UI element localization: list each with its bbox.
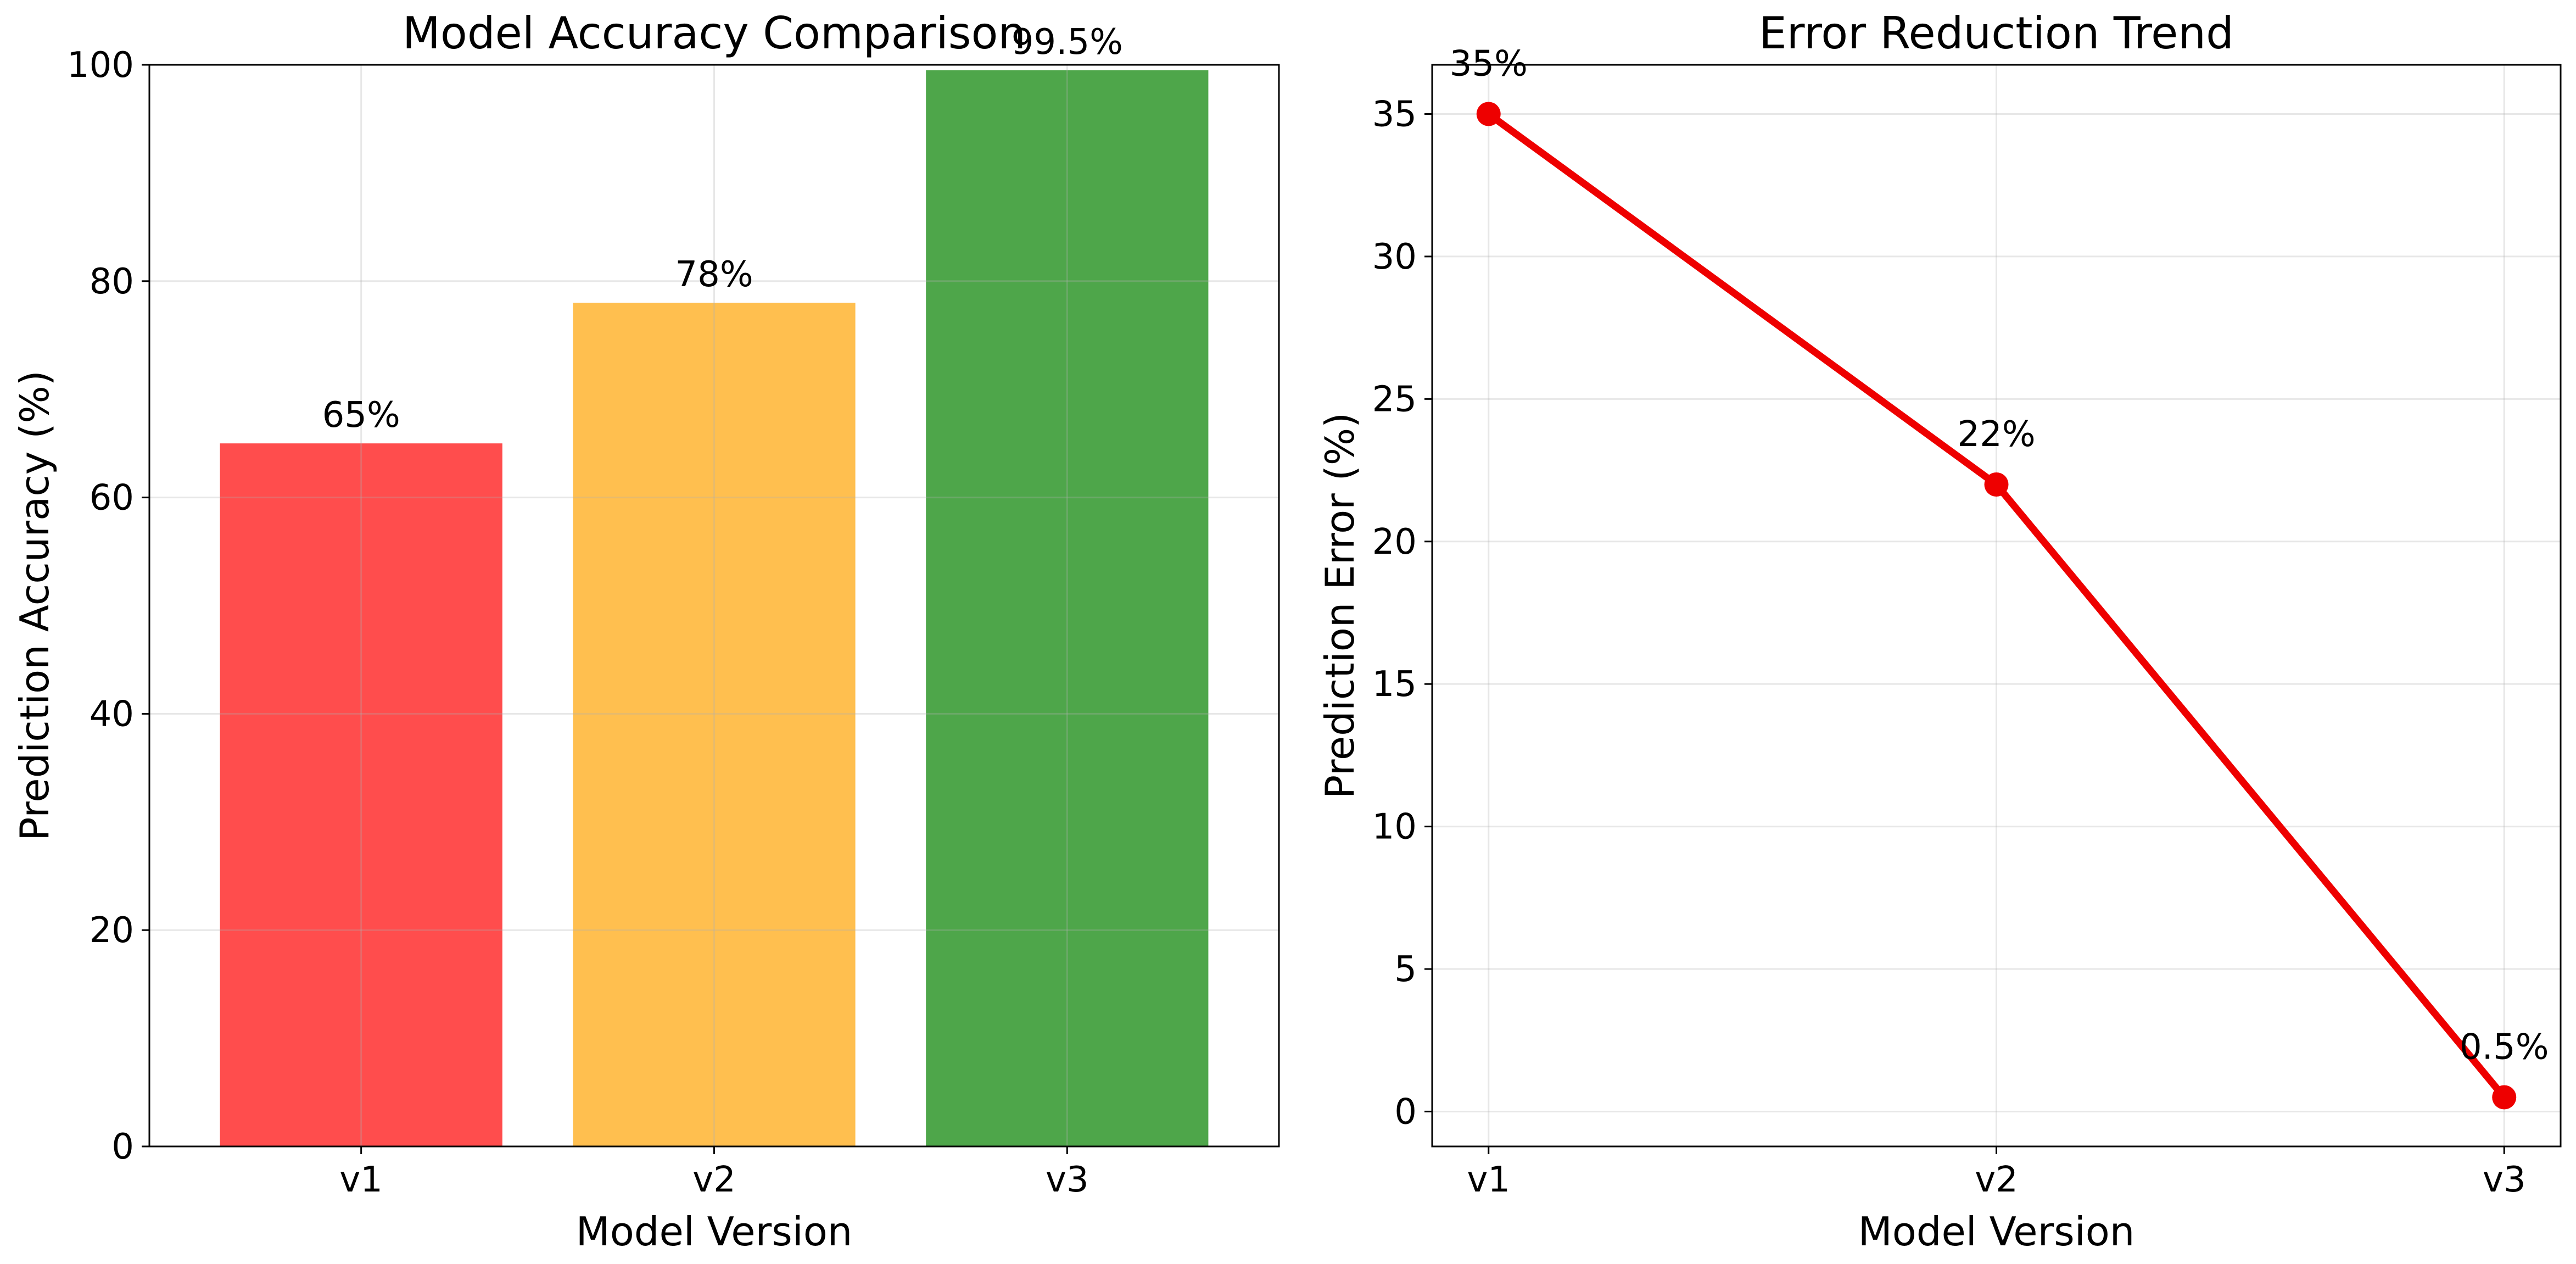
y-tick-label: 60 [90, 478, 134, 519]
point-value-label: 0.5% [2460, 1027, 2549, 1068]
x-tick-label: v3 [2483, 1160, 2526, 1200]
x-tick-label: v1 [339, 1160, 383, 1200]
y-tick-label: 15 [1372, 664, 1417, 705]
error-point-v3 [2492, 1085, 2517, 1110]
x-tick-label: v3 [1046, 1160, 1089, 1200]
y-tick-label: 10 [1372, 807, 1417, 848]
bar-value-label: 65% [322, 395, 400, 436]
point-value-label: 35% [1450, 44, 1528, 85]
y-tick-label: 35 [1372, 94, 1417, 135]
y-tick-label: 0 [111, 1127, 134, 1167]
y-tick-label: 20 [90, 910, 134, 951]
y-tick-label: 100 [67, 45, 134, 86]
bar-value-label: 78% [675, 254, 753, 295]
y-tick-label: 30 [1372, 237, 1417, 277]
point-value-label: 22% [1957, 414, 2035, 455]
accuracy-chart: 0 20 40 60 80 100 v1 v2 v3 65% 78% 99.5%Model Accur… [12, 8, 1280, 1255]
x-tick-label: v2 [1975, 1160, 2018, 1200]
y-axis-label: Prediction Error (%) [1317, 413, 1363, 799]
x-axis-label: Model Version [1858, 1209, 2135, 1255]
bar-value-label: 99.5% [1012, 22, 1123, 63]
x-tick-label: v1 [1467, 1160, 1510, 1200]
y-tick-label: 40 [90, 694, 134, 734]
chart-title: Error Reduction Trend [1759, 8, 2234, 59]
error-point-v1 [1476, 102, 1501, 126]
error-chart: 0 5 10 15 20 25 30 35 v1 v2 v3 35% 22% 0.5% Error Redu… [1317, 8, 2562, 1255]
x-axis-label: Model Version [576, 1209, 853, 1255]
bar-v2 [573, 303, 856, 1147]
y-tick-label: 25 [1372, 379, 1417, 420]
y-tick-label: 5 [1394, 949, 1417, 990]
y-tick-label: 20 [1372, 522, 1417, 563]
chart-title: Model Accuracy Comparison [403, 8, 1026, 59]
y-tick-label: 0 [1394, 1092, 1417, 1132]
x-tick-label: v2 [692, 1160, 736, 1200]
bar-v1 [220, 443, 502, 1146]
y-tick-label: 80 [90, 261, 134, 302]
bar-v3 [926, 70, 1209, 1147]
y-axis-label: Prediction Accuracy (%) [12, 370, 58, 841]
error-point-v2 [1984, 472, 2009, 497]
